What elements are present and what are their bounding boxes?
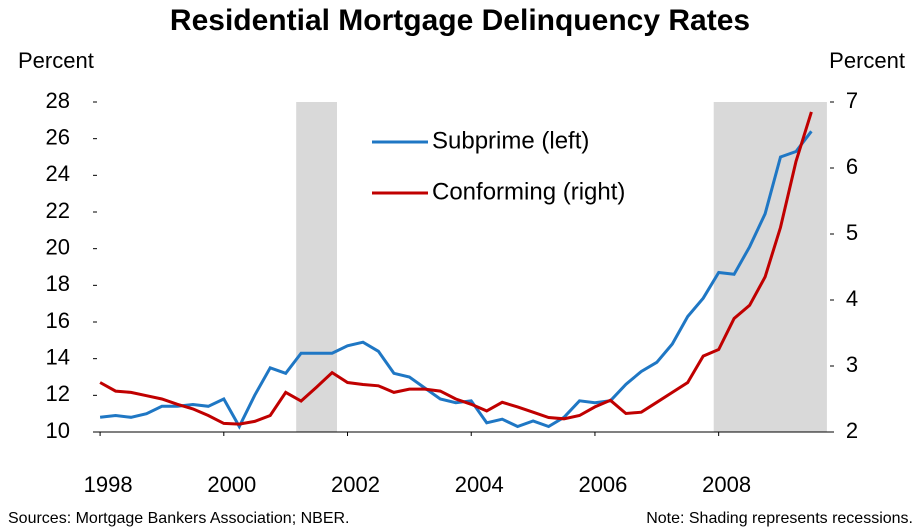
y-tick-label: 14 [46, 344, 70, 369]
y-tick-label: 18 [46, 271, 70, 296]
y2-tick-label: 6 [846, 154, 858, 179]
note: Note: Shading represents recessions. [646, 510, 913, 527]
chart-title: Residential Mortgage Delinquency Rates [170, 4, 750, 37]
series-line [99, 130, 813, 430]
y-tick-label: 16 [46, 308, 70, 333]
y-tick-label: 10 [46, 418, 70, 443]
y-tick-label: 20 [46, 234, 70, 259]
recession-shading [713, 102, 827, 432]
y-tick-label: 24 [46, 161, 70, 186]
x-tick-label: 2008 [702, 472, 751, 497]
y2-tick-label: 7 [846, 88, 858, 113]
x-tick-label: 2006 [578, 472, 627, 497]
recession-shading [296, 102, 338, 432]
y2-tick-label: 2 [846, 418, 858, 443]
y2-tick-label: 4 [846, 286, 858, 311]
y2-tick-label: 3 [846, 352, 858, 377]
x-tick-label: 2000 [207, 472, 256, 497]
y-tick-label: 28 [46, 88, 70, 113]
source: Sources: Mortgage Bankers Association; N… [8, 510, 350, 527]
y-tick-label: 22 [46, 198, 70, 223]
y-tick-label: 26 [46, 124, 70, 149]
series-line [99, 111, 813, 426]
x-tick-label: 2004 [455, 472, 504, 497]
y-tick-label: 12 [46, 381, 70, 406]
y2-axis-label: Percent [829, 48, 905, 73]
y2-tick-label: 5 [846, 220, 858, 245]
x-tick-label: 2002 [331, 472, 380, 497]
legend-label: Subprime (left) [432, 127, 589, 154]
y-axis-label: Percent [18, 48, 94, 73]
legend-label: Conforming (right) [432, 178, 625, 205]
x-tick-label: 1998 [84, 472, 133, 497]
